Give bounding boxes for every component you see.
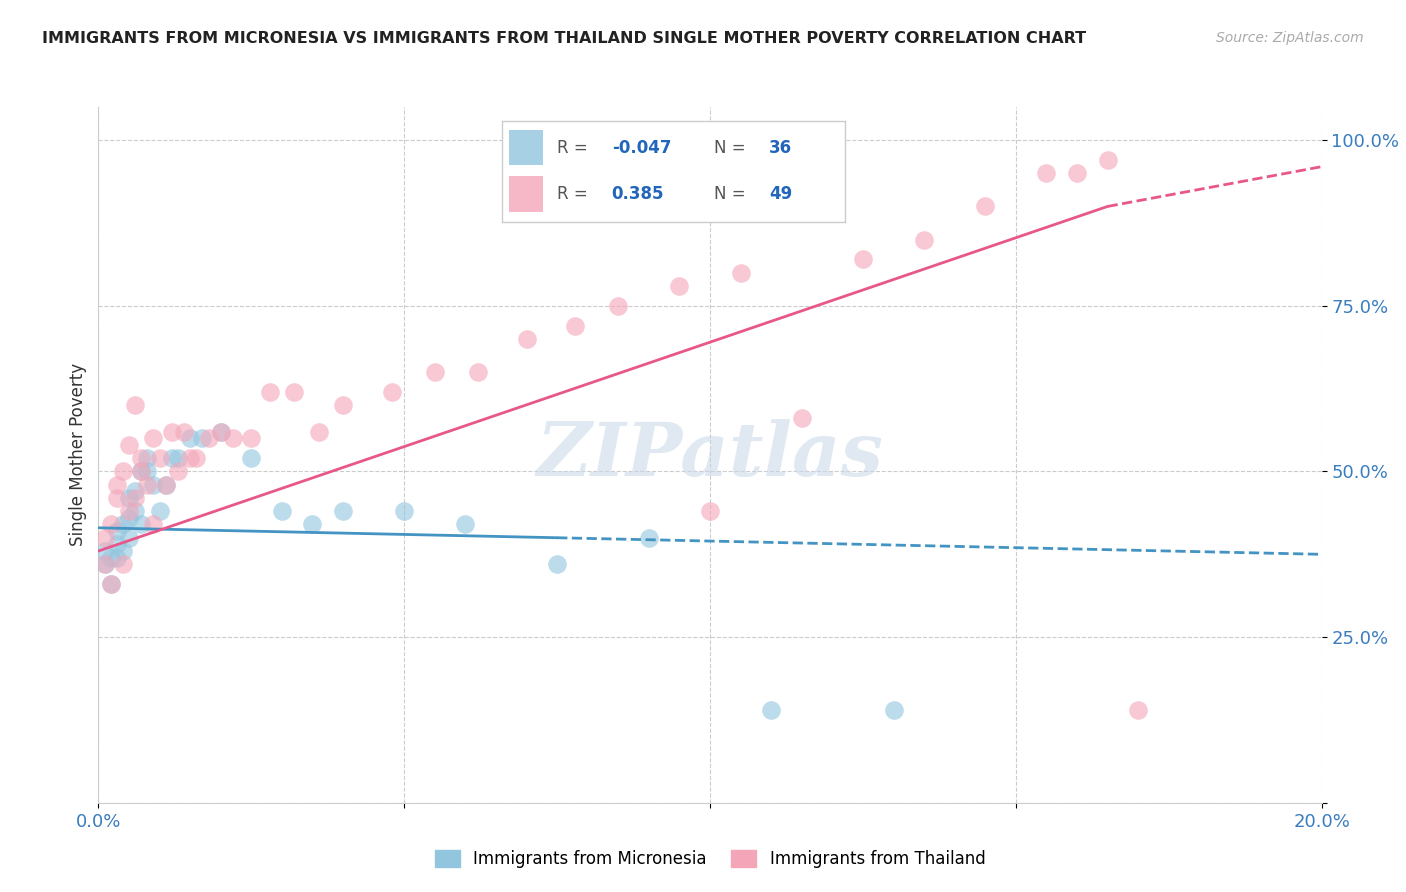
Point	[179, 431, 201, 445]
Point	[100, 577, 122, 591]
Point	[186, 451, 208, 466]
Legend: Immigrants from Micronesia, Immigrants from Thailand: Immigrants from Micronesia, Immigrants f…	[427, 843, 993, 874]
Point	[173, 425, 195, 439]
Point	[100, 517, 122, 532]
Point	[332, 504, 354, 518]
Point	[974, 199, 997, 213]
Point	[118, 491, 141, 505]
Text: IMMIGRANTS FROM MICRONESIA VS IMMIGRANTS FROM THAILAND SINGLE MOTHER POVERTY COR: IMMIGRANTS FROM MICRONESIA VS IMMIGRANTS…	[42, 31, 1087, 46]
Y-axis label: Single Mother Poverty: Single Mother Poverty	[69, 363, 87, 547]
Point	[332, 398, 354, 412]
Point	[668, 279, 690, 293]
Point	[283, 384, 305, 399]
Point	[155, 477, 177, 491]
Point	[129, 465, 152, 479]
Point	[118, 531, 141, 545]
Point	[883, 703, 905, 717]
Point	[699, 504, 721, 518]
Point	[118, 504, 141, 518]
Point	[1128, 703, 1150, 717]
Point	[222, 431, 245, 445]
Point	[270, 504, 292, 518]
Point	[607, 299, 630, 313]
Point	[124, 398, 146, 412]
Point	[149, 504, 172, 518]
Point	[564, 318, 586, 333]
Point	[124, 484, 146, 499]
Point	[136, 465, 159, 479]
Point	[105, 524, 128, 538]
Point	[1035, 166, 1057, 180]
Point	[546, 558, 568, 572]
Point	[105, 477, 128, 491]
Point	[142, 517, 165, 532]
Point	[790, 411, 813, 425]
Point	[423, 365, 446, 379]
Text: Source: ZipAtlas.com: Source: ZipAtlas.com	[1216, 31, 1364, 45]
Point	[93, 544, 115, 558]
Point	[93, 558, 115, 572]
Point	[111, 465, 134, 479]
Point	[179, 451, 201, 466]
Point	[392, 504, 416, 518]
Point	[240, 431, 263, 445]
Point	[124, 491, 146, 505]
Point	[191, 431, 214, 445]
Point	[167, 451, 190, 466]
Point	[105, 491, 128, 505]
Point	[111, 544, 134, 558]
Point	[454, 517, 477, 532]
Point	[100, 550, 122, 565]
Point	[759, 703, 782, 717]
Point	[129, 465, 152, 479]
Point	[93, 558, 115, 572]
Point	[467, 365, 489, 379]
Point	[149, 451, 172, 466]
Point	[308, 425, 330, 439]
Point	[93, 531, 115, 545]
Point	[160, 451, 183, 466]
Point	[167, 465, 190, 479]
Point	[111, 558, 134, 572]
Point	[105, 550, 128, 565]
Point	[124, 504, 146, 518]
Point	[209, 425, 232, 439]
Point	[155, 477, 177, 491]
Point	[209, 425, 232, 439]
Point	[142, 477, 165, 491]
Point	[100, 577, 122, 591]
Text: ZIPatlas: ZIPatlas	[537, 418, 883, 491]
Point	[136, 451, 159, 466]
Point	[852, 252, 875, 267]
Point	[516, 332, 538, 346]
Point	[637, 531, 661, 545]
Point	[912, 233, 935, 247]
Point	[381, 384, 404, 399]
Point	[730, 266, 752, 280]
Point	[105, 537, 128, 551]
Point	[142, 431, 165, 445]
Point	[160, 425, 183, 439]
Point	[197, 431, 219, 445]
Point	[301, 517, 323, 532]
Point	[129, 517, 152, 532]
Point	[259, 384, 281, 399]
Point	[129, 451, 152, 466]
Point	[1097, 153, 1119, 167]
Point	[118, 438, 141, 452]
Point	[118, 511, 141, 525]
Point	[1066, 166, 1088, 180]
Point	[111, 517, 134, 532]
Point	[240, 451, 263, 466]
Point	[136, 477, 159, 491]
